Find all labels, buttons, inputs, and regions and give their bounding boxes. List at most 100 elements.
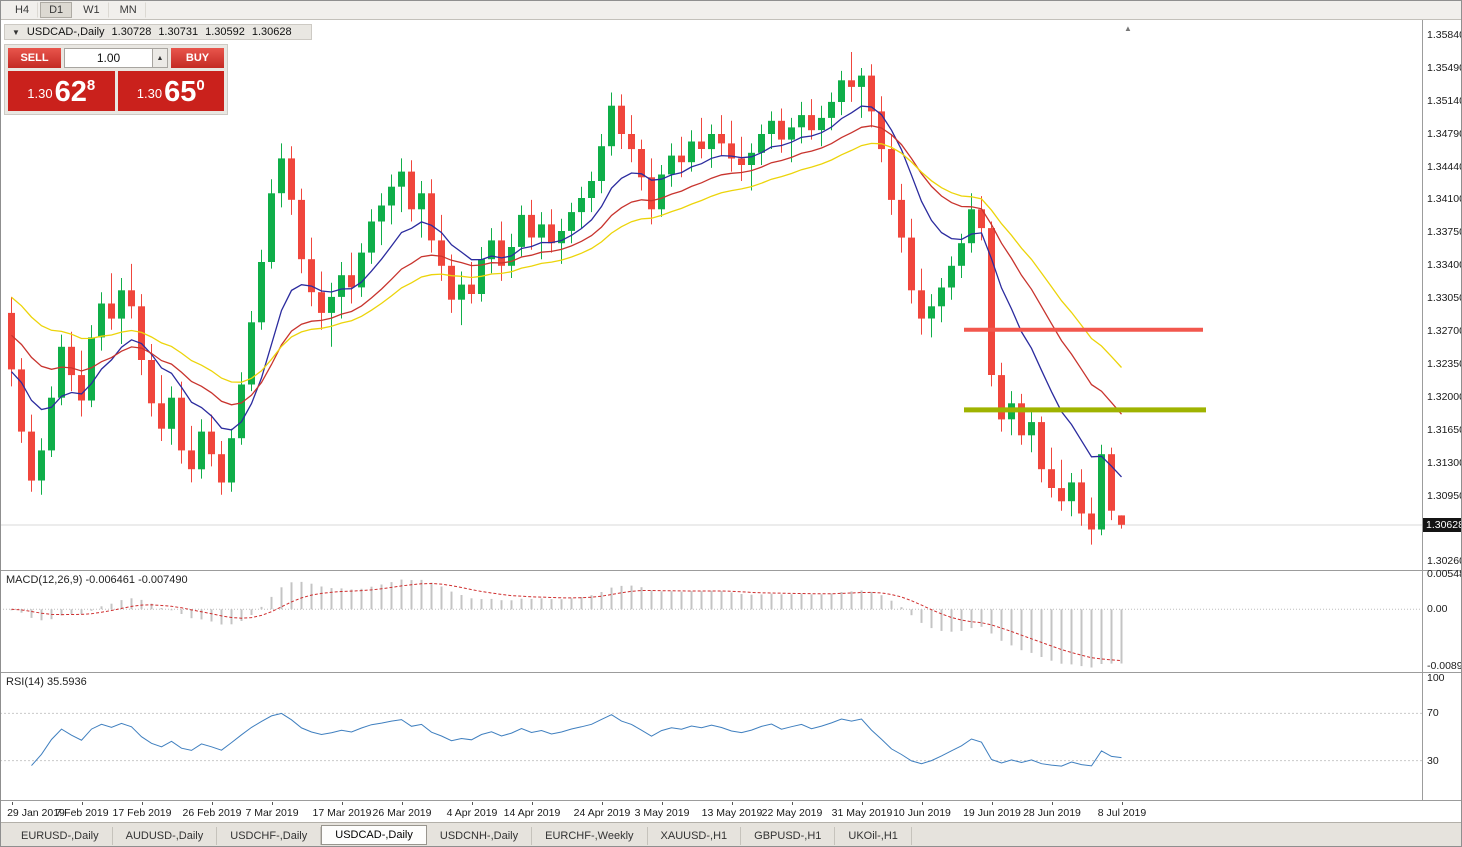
- chart-tab-xauusdh1[interactable]: XAUUSD-,H1: [648, 827, 742, 845]
- chart-tabbar: EURUSD-,Daily AUDUSD-,Daily USDCHF-,Daily U…: [0, 822, 1462, 847]
- chart-tab-audusddaily[interactable]: AUDUSD-,Daily: [113, 827, 218, 845]
- price-chart-canvas[interactable]: [0, 20, 1422, 570]
- buy-button[interactable]: BUY: [171, 48, 224, 68]
- chart-tabs: EURUSD-,Daily AUDUSD-,Daily USDCHF-,Daily U…: [8, 825, 912, 845]
- date-tick: [12, 802, 13, 805]
- chart-tab-usdchfdaily[interactable]: USDCHF-,Daily: [217, 827, 322, 845]
- rsi-axis-label: 100: [1427, 672, 1445, 684]
- price-axis-label: 1.30260: [1427, 555, 1462, 567]
- chart-tab-usdcaddaily[interactable]: USDCAD-,Daily: [321, 825, 427, 845]
- price-axis-label: 1.33050: [1427, 292, 1462, 304]
- price-axis-label: 1.35140: [1427, 95, 1462, 107]
- quote-close: 1.30628: [251, 26, 292, 38]
- macd-pane[interactable]: MACD(12,26,9) -0.006461 -0.007490: [0, 570, 1462, 672]
- timeframe-toolbar: H4 D1 W1 MN: [0, 0, 1462, 20]
- rsi-canvas: [0, 712, 1422, 767]
- volume-input[interactable]: 1.00: [96, 51, 121, 65]
- chart-tab-gbpusdh1[interactable]: GBPUSD-,H1: [741, 827, 836, 845]
- price-axis-label: 1.34100: [1427, 193, 1462, 205]
- date-tick: [472, 802, 473, 805]
- date-axis-label: 14 Apr 2019: [503, 807, 561, 819]
- quote-high: 1.30731: [158, 26, 199, 38]
- date-axis-label: 17 Mar 2019: [312, 807, 372, 819]
- price-axis-label: 1.34440: [1427, 161, 1462, 173]
- date-tick: [862, 802, 863, 805]
- quote-low: 1.30592: [205, 26, 245, 38]
- date-axis-label: 26 Feb 2019: [182, 807, 242, 819]
- chart-shift-marker-icon: ▲: [1124, 24, 1132, 33]
- price-axis-label: 1.35840: [1427, 29, 1462, 41]
- date-axis-label: 24 Apr 2019: [573, 807, 631, 819]
- chart-tab-eurusddaily[interactable]: EURUSD-,Daily: [8, 827, 113, 845]
- sell-price-big: 62: [54, 76, 87, 108]
- date-axis-label: 13 May 2019: [701, 807, 763, 819]
- chart-symbol-label: USDCAD-,Daily: [26, 26, 105, 38]
- price-axis-label: 1.34790: [1427, 128, 1462, 140]
- price-axis-label: 1.33750: [1427, 226, 1462, 238]
- buy-price-button[interactable]: 1.30 65 0: [117, 71, 224, 111]
- timeframe-button-mn[interactable]: MN: [111, 1, 146, 18]
- date-tick: [602, 802, 603, 805]
- price-axis-label: 1.31650: [1427, 424, 1462, 436]
- sell-button[interactable]: SELL: [8, 48, 61, 68]
- date-tick: [272, 802, 273, 805]
- macd-axis-label: 0.005484: [1427, 568, 1462, 580]
- sell-price-prefix: 1.30: [27, 86, 53, 101]
- price-axis-label: 1.32000: [1427, 391, 1462, 403]
- date-axis-scale[interactable]: 29 Jan 2019 7 Feb 2019 17 Feb 2019 26 Feb 2…: [0, 800, 1462, 822]
- date-tick: [1122, 802, 1123, 805]
- macd-axis-label: -0.008973: [1427, 660, 1462, 672]
- date-tick: [792, 802, 793, 805]
- timeframe-group: H4 D1 W1 MN: [6, 1, 148, 18]
- sell-price-sup: 8: [86, 77, 96, 94]
- one-click-trading-panel: SELL 1.00 ▲ BUY 1.30 62 8 1.30 65 0: [4, 44, 228, 115]
- chart-tab-ukoilh1[interactable]: UKOil-,H1: [835, 827, 912, 845]
- date-axis-label: 22 May 2019: [761, 807, 823, 819]
- rsi-axis-label: 70: [1427, 707, 1439, 719]
- date-axis-label: 7 Mar 2019: [245, 807, 299, 819]
- date-tick: [142, 802, 143, 805]
- price-pane[interactable]: ▲ ▼ USDCAD-,Daily 1.30728 1.30731 1.3059…: [0, 20, 1462, 570]
- rsi-pane[interactable]: RSI(14) 35.5936: [0, 672, 1462, 800]
- rsi-indicator-label: RSI(14) 35.5936: [6, 676, 87, 688]
- date-axis-label: 8 Jul 2019: [1097, 807, 1147, 819]
- volume-spinner-up-icon[interactable]: ▲: [152, 49, 167, 67]
- volume-box: 1.00 ▲: [64, 48, 168, 68]
- chart-window[interactable]: ▲ ▼ USDCAD-,Daily 1.30728 1.30731 1.3059…: [0, 20, 1462, 822]
- current-price-marker: 1.30628: [1423, 518, 1462, 532]
- buy-price-prefix: 1.30: [136, 86, 163, 101]
- buy-price-sup: 0: [196, 77, 205, 94]
- price-axis-label: 1.32350: [1427, 358, 1462, 370]
- date-axis-label: 29 Jan 2019: [7, 807, 65, 819]
- macd-canvas: [0, 579, 1422, 668]
- price-axis-label: 1.35490: [1427, 62, 1462, 74]
- date-tick: [662, 802, 663, 805]
- date-axis-label: 4 Apr 2019: [446, 807, 498, 819]
- price-axis-label: 1.33400: [1427, 259, 1462, 271]
- date-axis-label: 7 Feb 2019: [55, 807, 109, 819]
- date-axis-label: 19 Jun 2019: [963, 807, 1021, 819]
- date-axis-label: 31 May 2019: [831, 807, 893, 819]
- date-tick: [342, 802, 343, 805]
- collapse-panel-icon[interactable]: ▼: [12, 27, 20, 37]
- date-tick: [732, 802, 733, 805]
- date-tick: [532, 802, 533, 805]
- price-axis-label: 1.32700: [1427, 325, 1462, 337]
- macd-axis-label: 0.00: [1427, 603, 1448, 615]
- date-axis-label: 3 May 2019: [634, 807, 690, 819]
- date-axis-label: 10 Jun 2019: [893, 807, 951, 819]
- quote-open: 1.30728: [111, 26, 152, 38]
- timeframe-button-d1[interactable]: D1: [40, 1, 73, 18]
- price-axis-label: 1.31300: [1427, 457, 1462, 469]
- timeframe-button-h4[interactable]: H4: [6, 1, 39, 18]
- sell-price-button[interactable]: 1.30 62 8: [8, 71, 115, 111]
- date-tick: [1052, 802, 1053, 805]
- chart-tab-eurchfweekly[interactable]: EURCHF-,Weekly: [532, 827, 648, 845]
- timeframe-button-w1[interactable]: W1: [74, 1, 109, 18]
- date-tick: [922, 802, 923, 805]
- price-axis-scale[interactable]: 1.35840 1.35490 1.35140 1.34790 1.34440 1.341…: [1422, 20, 1462, 822]
- date-tick: [212, 802, 213, 805]
- rsi-axis-label: 30: [1427, 755, 1439, 767]
- chart-tab-usdcnhdaily[interactable]: USDCNH-,Daily: [427, 827, 533, 845]
- date-axis-label: 17 Feb 2019: [112, 807, 172, 819]
